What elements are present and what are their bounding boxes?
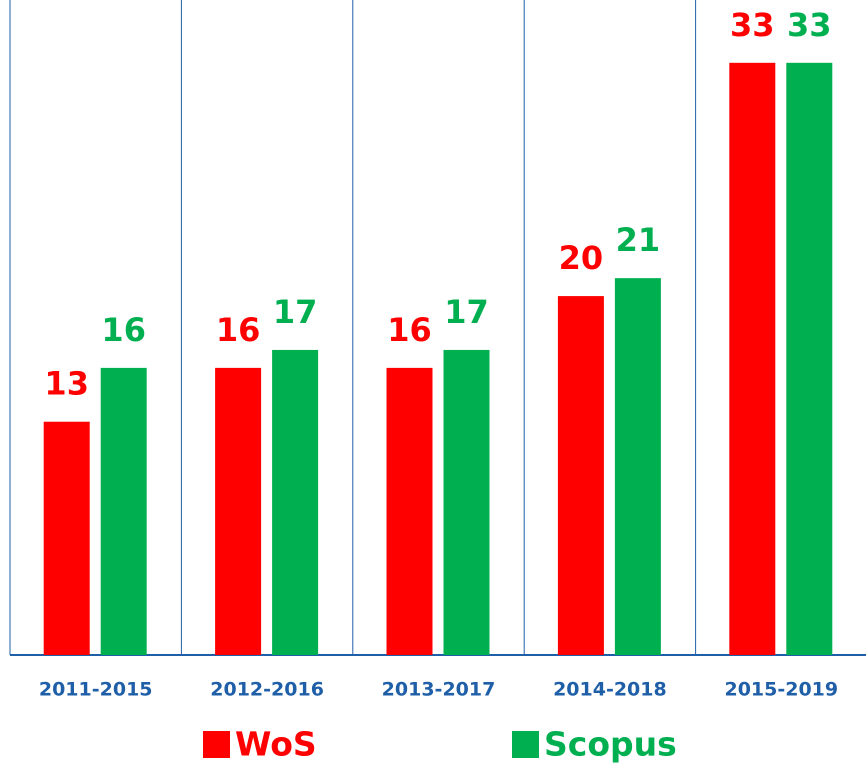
bar xyxy=(614,278,661,655)
legend-label: WoS xyxy=(235,725,317,763)
legend-label: Scopus xyxy=(544,725,677,763)
bar xyxy=(272,349,319,655)
x-tick-label: 2014-2018 xyxy=(553,679,667,701)
value-label: 16 xyxy=(101,311,146,349)
x-tick-label: 2013-2017 xyxy=(382,679,496,701)
value-label: 17 xyxy=(444,293,489,331)
bar xyxy=(729,62,776,655)
bar xyxy=(43,421,90,655)
x-tick-label: 2012-2016 xyxy=(210,679,324,701)
value-label: 33 xyxy=(787,6,832,44)
bar xyxy=(386,367,433,655)
bar xyxy=(786,62,833,655)
bar xyxy=(557,296,604,655)
bar xyxy=(100,367,147,655)
value-label: 21 xyxy=(616,221,661,259)
x-tick-label: 2015-2019 xyxy=(724,679,838,701)
x-tick-label: 2011-2015 xyxy=(39,679,153,701)
value-label: 17 xyxy=(273,293,318,331)
bar xyxy=(215,367,262,655)
legend-swatch xyxy=(203,731,230,758)
value-label: 16 xyxy=(387,311,432,349)
value-label: 16 xyxy=(216,311,261,349)
value-label: 33 xyxy=(730,6,775,44)
value-label: 20 xyxy=(559,239,604,277)
bar xyxy=(443,349,490,655)
legend-swatch xyxy=(512,731,539,758)
value-label: 13 xyxy=(44,365,89,403)
